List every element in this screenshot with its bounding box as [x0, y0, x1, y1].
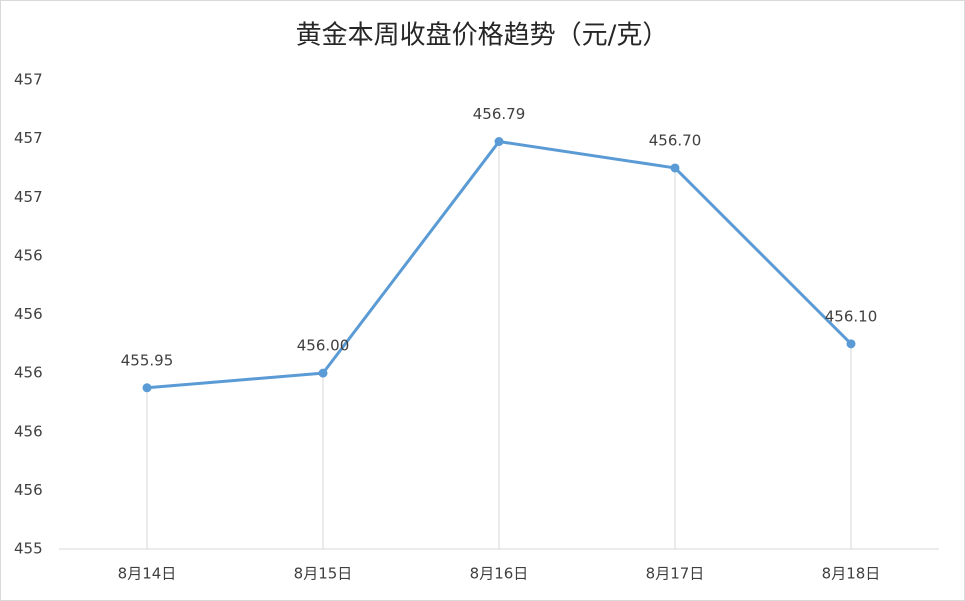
x-tick-label: 8月14日	[118, 565, 177, 583]
y-tick-label: 455	[14, 540, 43, 558]
x-tick-label: 8月16日	[470, 565, 529, 583]
y-tick-label: 456	[14, 481, 43, 499]
data-label: 456.79	[473, 105, 526, 123]
data-label: 456.10	[825, 307, 878, 325]
data-point	[670, 163, 680, 173]
y-tick-label: 456	[14, 305, 43, 323]
y-tick-label: 456	[14, 422, 43, 440]
y-tick-label: 456	[14, 246, 43, 264]
y-tick-label: 456	[14, 364, 43, 382]
x-tick-label: 8月18日	[822, 565, 881, 583]
data-label: 456.00	[297, 337, 350, 355]
y-tick-label: 457	[14, 129, 43, 147]
x-tick-label: 8月17日	[646, 565, 705, 583]
x-tick-label: 8月15日	[294, 565, 353, 583]
y-tick-label: 457	[14, 71, 43, 89]
chart-title: 黄金本周收盘价格趋势（元/克）	[296, 21, 669, 51]
data-label: 456.70	[649, 131, 702, 149]
data-point	[142, 383, 152, 393]
data-point	[318, 368, 328, 378]
data-point	[846, 339, 856, 349]
y-tick-label: 457	[14, 188, 43, 206]
data-point	[494, 137, 504, 147]
data-label: 455.95	[121, 351, 174, 369]
